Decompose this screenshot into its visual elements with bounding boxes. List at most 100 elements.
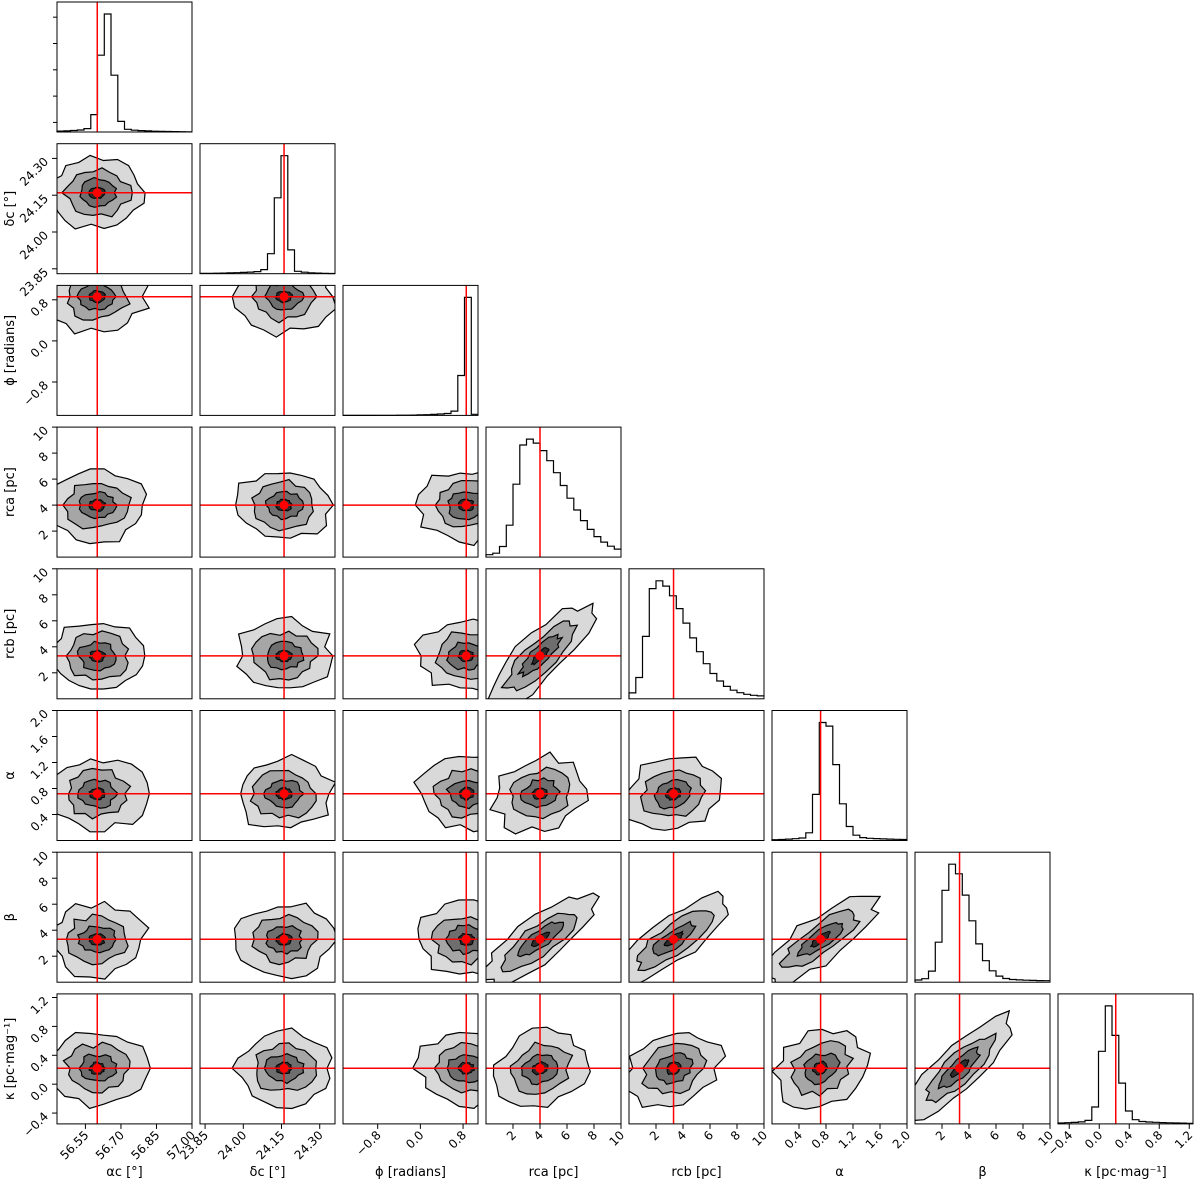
contour-panel-r_cb-vs-r_ca <box>485 568 622 700</box>
hist-step-r_ca <box>485 438 621 558</box>
truth-point <box>92 1063 102 1073</box>
ytick-label-beta-4: 10 <box>30 848 51 869</box>
xtick-label-delta_c-2: 24.15 <box>253 1128 287 1162</box>
hist-panel-kappa: −0.4 0.0 0.4 0.8 1.2κ [pc·mag⁻¹] <box>1045 993 1195 1180</box>
xtick-label-delta_c-1: 24.00 <box>215 1128 249 1162</box>
xtick-label-r_ca-1: 4 <box>531 1128 546 1143</box>
contour-panel-beta-vs-alpha <box>771 851 908 983</box>
panel-frame <box>914 993 1051 1125</box>
contours-alpha-delta_c <box>240 753 335 829</box>
contour-panel-r_cb-vs-alpha_c: 2 4 6 8 10 rcb [pc] <box>3 565 193 700</box>
panel-frame <box>199 143 336 275</box>
hist-step-beta <box>914 863 1050 983</box>
contour-panel-r_ca-vs-phi <box>342 426 479 558</box>
truth-point <box>92 651 102 661</box>
xlabel-r_cb: rcb [pc] <box>671 1165 721 1180</box>
panel-frame <box>485 993 622 1125</box>
contour-panel-kappa-vs-r_cb: 2 4 6 8 10 rcb [pc] <box>628 993 770 1180</box>
xtick-label-delta_c-3: 24.30 <box>292 1128 326 1162</box>
ytick-label-alpha-4: 2.0 <box>28 707 51 730</box>
contour-panel-beta-vs-delta_c <box>199 851 336 983</box>
hist-panel-r_ca <box>485 426 622 558</box>
ytick-label-beta-2: 6 <box>36 900 51 915</box>
contour-panel-beta-vs-r_cb <box>628 851 765 983</box>
truth-point <box>461 500 471 510</box>
xtick-label-r_ca-3: 8 <box>585 1128 600 1143</box>
contour-panel-beta-vs-phi <box>342 851 479 983</box>
panel-frame <box>1057 993 1194 1125</box>
xlabel-beta: β <box>978 1165 986 1180</box>
hist-step-kappa <box>1057 1005 1193 1124</box>
hist-step-delta_c <box>199 155 335 275</box>
contour-panel-kappa-vs-beta: 2 4 6 8 10β <box>914 993 1056 1180</box>
contour-panel-beta-vs-r_ca <box>485 851 622 983</box>
truth-point <box>279 934 289 944</box>
panel-frame <box>771 993 908 1125</box>
panel-frame <box>342 284 479 416</box>
panel-frame <box>628 568 765 700</box>
xtick-label-beta-3: 8 <box>1014 1128 1029 1143</box>
ytick-label-alpha-3: 1.6 <box>28 733 51 756</box>
ytick-label-alpha-2: 1.2 <box>28 759 51 782</box>
xtick-label-kappa-1: 0.0 <box>1082 1128 1105 1151</box>
ytick-label-r_ca-1: 4 <box>36 501 51 516</box>
truth-point <box>92 789 102 799</box>
xtick-label-beta-2: 6 <box>987 1128 1002 1143</box>
contour-panel-alpha-vs-r_cb <box>628 710 765 841</box>
ytick-label-r_cb-3: 8 <box>36 591 51 606</box>
xtick-label-alpha-4: 2.0 <box>890 1128 913 1151</box>
truth-point <box>669 934 679 944</box>
truth-point <box>535 934 545 944</box>
hist-panel-delta_c <box>199 143 336 275</box>
ytick-label-phi-1: 0.0 <box>28 337 51 360</box>
ytick-label-phi-2: 0.8 <box>28 296 51 319</box>
hist-panel-phi <box>342 284 479 416</box>
ytick-label-delta_c-0: 23.85 <box>17 265 51 299</box>
xtick-label-r_cb-4: 10 <box>749 1128 770 1149</box>
truth-point <box>816 934 826 944</box>
ytick-label-r_cb-0: 2 <box>36 669 51 684</box>
panel-frame <box>342 851 479 983</box>
ytick-label-alpha-0: 0.4 <box>28 811 51 834</box>
truth-point <box>955 1063 965 1073</box>
contour-panel-phi-vs-alpha_c: −0.8 0.0 0.8 ϕ [radians] <box>3 284 193 416</box>
ytick-label-delta_c-2: 24.15 <box>17 191 51 225</box>
truth-point <box>279 292 289 302</box>
truth-point <box>669 1063 679 1073</box>
ylabel-beta: β <box>3 913 18 921</box>
panel-frame <box>485 851 622 983</box>
contour-panel-kappa-vs-phi: −0.8 0.0 0.8ϕ [radians] <box>342 993 479 1180</box>
contour-panel-kappa-vs-alpha: 0.4 0.8 1.2 1.6 2.0 α <box>771 993 913 1180</box>
panel-frame <box>199 851 336 983</box>
truth-point <box>92 500 102 510</box>
ytick-label-r_cb-2: 6 <box>36 617 51 632</box>
panel-frame <box>914 851 1051 983</box>
panel-frame <box>199 568 336 700</box>
xtick-label-r_cb-2: 6 <box>701 1128 716 1143</box>
hist-panel-beta <box>914 851 1051 983</box>
truth-point <box>461 1063 471 1073</box>
panel-frame <box>56 851 193 983</box>
ytick-label-kappa-2: 0.4 <box>28 1052 51 1075</box>
ytick-label-r_cb-4: 10 <box>30 565 51 586</box>
truth-point <box>279 651 289 661</box>
contour-panel-beta-vs-alpha_c: 2 4 6 8 10 β <box>3 848 193 983</box>
truth-point <box>461 651 471 661</box>
xtick-label-beta-1: 4 <box>960 1128 975 1143</box>
panel-frame <box>342 993 479 1125</box>
contour-panel-alpha-vs-alpha_c: 0.4 0.8 1.2 1.6 2.0 α <box>3 707 193 841</box>
truth-point <box>816 1063 826 1073</box>
truth-point <box>279 789 289 799</box>
xtick-label-phi-0: −0.8 <box>353 1128 384 1159</box>
panel-frame <box>56 143 193 275</box>
hist-step-r_cb <box>628 580 764 699</box>
hist-step-phi <box>343 296 478 416</box>
ytick-label-r_ca-3: 8 <box>36 449 51 464</box>
xlabel-alpha: α <box>835 1165 844 1180</box>
truth-point <box>535 651 545 661</box>
ytick-label-r_ca-4: 10 <box>30 423 51 444</box>
panel-frame <box>199 426 336 558</box>
panel-frame <box>342 710 479 841</box>
xtick-label-r_cb-0: 2 <box>647 1128 662 1143</box>
